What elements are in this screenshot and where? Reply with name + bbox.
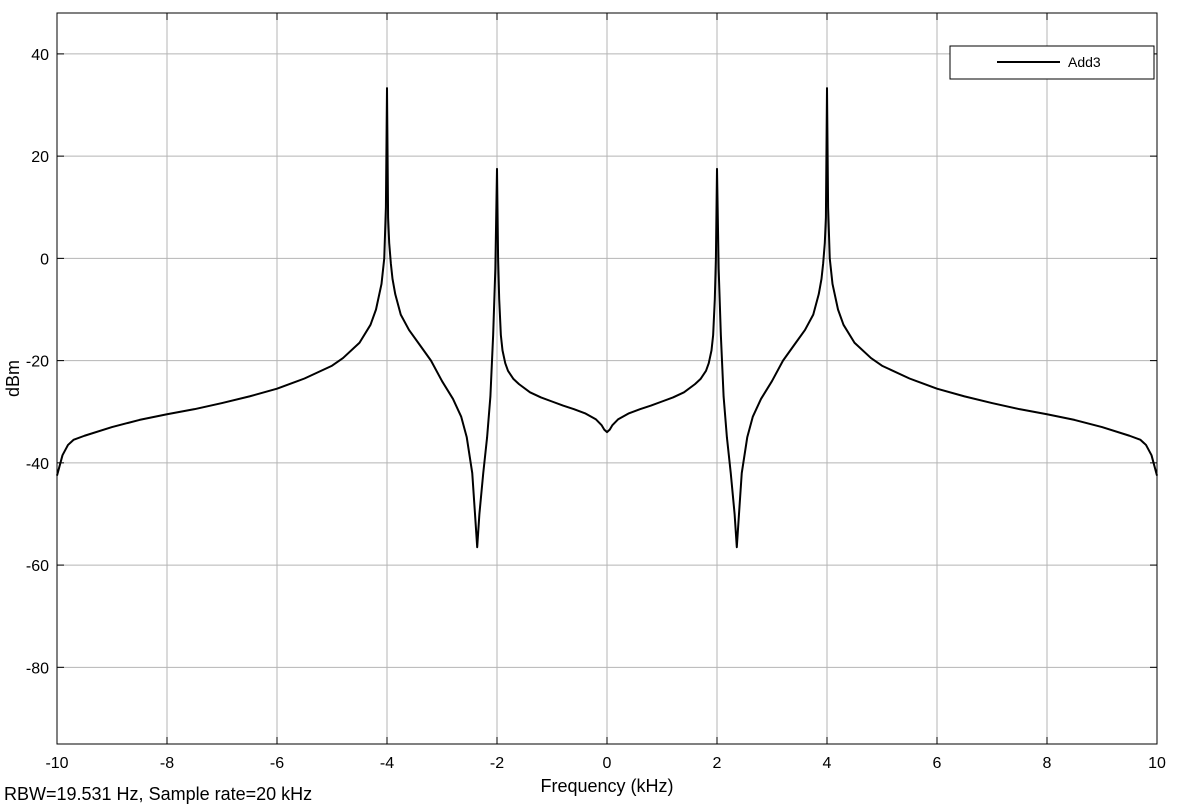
legend: Add3	[949, 45, 1155, 80]
x-tick-label: 6	[933, 755, 942, 772]
x-tick-label: 4	[823, 755, 832, 772]
grid-lines	[56, 13, 1158, 744]
y-tick-label: 40	[31, 47, 49, 64]
plot-area-frame	[56, 12, 1158, 745]
y-tick-label: 20	[31, 149, 49, 166]
legend-box	[949, 45, 1155, 80]
y-tick-label: -40	[26, 456, 49, 473]
x-tick-label: -4	[380, 755, 394, 772]
x-tick-label: -2	[490, 755, 504, 772]
x-tick-label: -10	[45, 755, 68, 772]
x-tick-label: 10	[1148, 755, 1166, 772]
series-line-add3	[56, 87, 1158, 549]
x-tick-label: -8	[160, 755, 174, 772]
y-tick-label: -60	[26, 558, 49, 575]
legend-entry-add3: Add3	[1068, 54, 1101, 70]
x-tick-label: 0	[603, 755, 612, 772]
x-tick-label: 2	[713, 755, 722, 772]
y-tick-label: 0	[40, 251, 49, 268]
y-tick-label: -80	[26, 660, 49, 677]
rbw-sample-rate-note: RBW=19.531 Hz, Sample rate=20 kHz	[4, 784, 313, 804]
y-tick-label: -20	[26, 354, 49, 371]
series-layer	[56, 87, 1158, 549]
x-tick-label: -6	[270, 755, 284, 772]
x-axis-label: Frequency (kHz)	[540, 776, 673, 796]
x-tick-label: 8	[1043, 755, 1052, 772]
y-axis-label: dBm	[3, 360, 23, 397]
